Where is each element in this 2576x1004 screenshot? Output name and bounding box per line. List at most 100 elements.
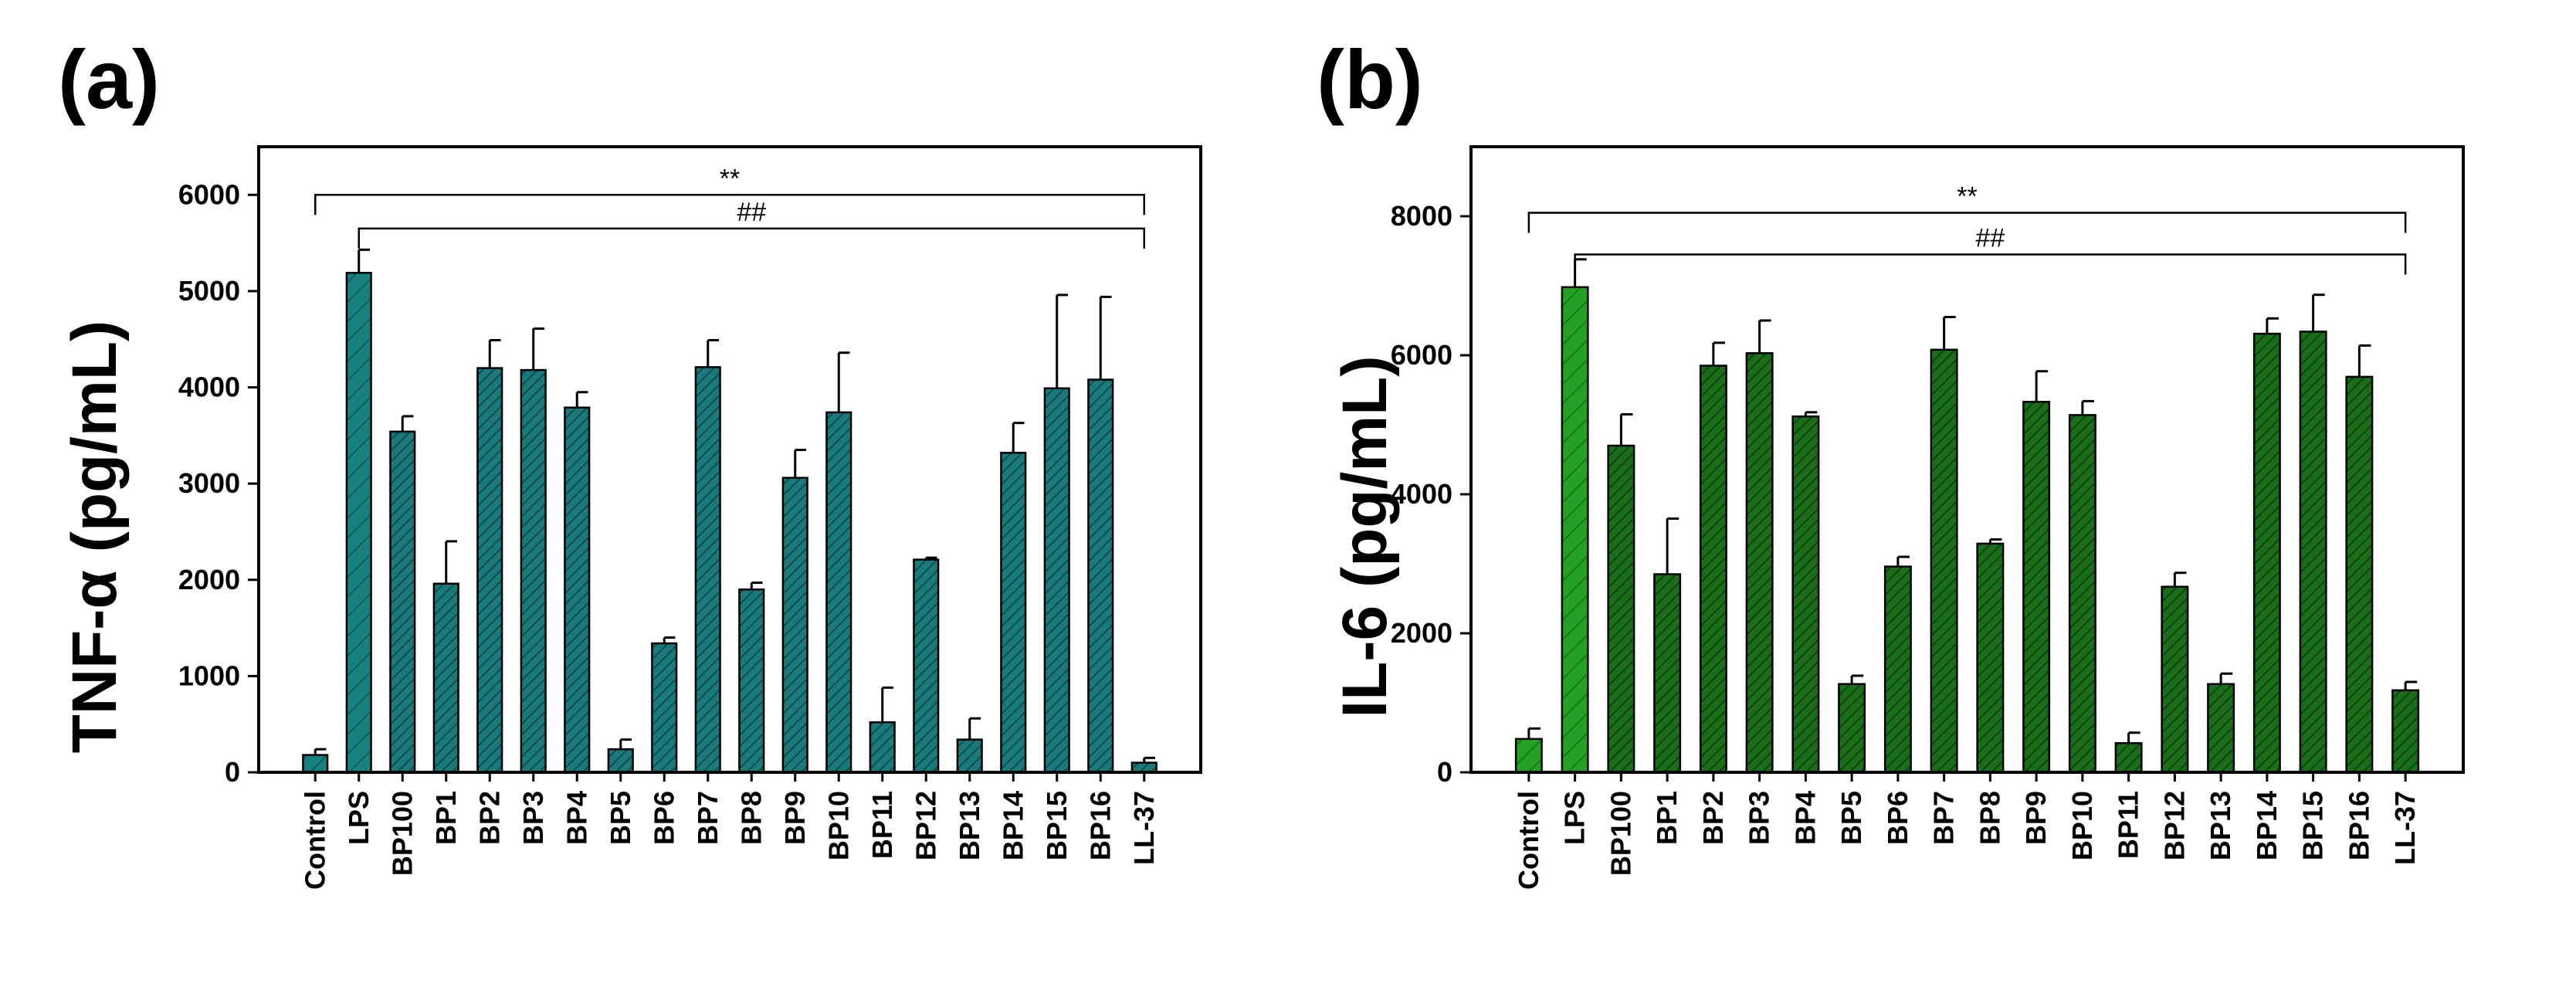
bar-bp16 — [1087, 378, 1114, 774]
bar-bp2 — [476, 367, 503, 774]
bar-bp8 — [738, 588, 765, 774]
bar-bp11 — [2114, 741, 2143, 774]
x-tick-label: BP13 — [2205, 791, 2236, 860]
x-tick-label: BP15 — [1041, 791, 1073, 860]
bar-bp9 — [2022, 401, 2051, 774]
y-tick-label: 4000 — [178, 371, 240, 403]
bar-bp2 — [1699, 365, 1727, 774]
x-tick-label: BP4 — [1789, 791, 1821, 845]
bar-bp16 — [2345, 375, 2374, 774]
bar-ll-37 — [2391, 689, 2420, 774]
y-tick-label: 6000 — [1391, 339, 1452, 371]
x-tick-label: BP11 — [866, 791, 898, 859]
bar-bp14 — [1000, 452, 1027, 774]
bar-bp11 — [869, 721, 896, 774]
x-tick-label: BP8 — [1974, 791, 2005, 845]
x-tick-label: BP6 — [1882, 791, 1913, 845]
bar-bp8 — [1976, 542, 2005, 774]
y-tick-label: 2000 — [1391, 617, 1452, 649]
bar-bp3 — [520, 368, 547, 774]
x-tick-label: BP13 — [954, 791, 985, 860]
x-tick-label: BP5 — [605, 791, 636, 845]
bar-bp1 — [432, 582, 459, 774]
x-tick-label: BP10 — [822, 791, 854, 860]
bar-bp7 — [1930, 348, 1958, 774]
x-tick-label: BP100 — [386, 791, 418, 876]
x-tick-label: BP6 — [648, 791, 680, 845]
chart-panel-a: (a) TNF-α (pg/mL) 0 1000 2000 3000 4000 5000 6… — [58, 32, 1202, 890]
x-tick-label: LPS — [343, 791, 375, 845]
x-tick-label: BP100 — [1605, 791, 1636, 876]
bars-a — [302, 248, 1158, 774]
bar-bp100 — [1607, 444, 1635, 774]
y-ticks-b: 0 2000 4000 6000 8000 — [1391, 200, 1471, 788]
y-axis-label-b: IL-6 (pg/mL) — [1330, 355, 1400, 717]
x-tick-label: BP8 — [735, 791, 767, 845]
bar-bp10 — [2068, 414, 2096, 774]
y-tick-label: 3000 — [178, 467, 240, 499]
chart-panel-b: (b) IL-6 (pg/mL) 0 2000 4000 6000 8000 Contr… — [1317, 32, 2465, 890]
bar-control — [1514, 738, 1543, 774]
significance-label: ** — [1957, 182, 1977, 212]
plot-frame-a — [257, 145, 1202, 774]
x-tick-label: BP9 — [779, 791, 811, 845]
x-tick-label: LL-37 — [2389, 791, 2421, 865]
bar-bp9 — [781, 477, 808, 774]
x-tick-label: Control — [1513, 791, 1544, 890]
y-tick-label: 1000 — [178, 660, 240, 691]
y-tick-label: 6000 — [178, 178, 240, 210]
x-tick-label: BP9 — [2020, 791, 2052, 845]
significance-brackets-a: ** ## — [314, 164, 1145, 249]
y-tick-label: 0 — [225, 756, 240, 788]
bar-bp5 — [607, 748, 634, 774]
y-tick-label: 5000 — [178, 275, 240, 307]
significance-brackets-b: ** ## — [1527, 182, 2407, 275]
y-tick-label: 4000 — [1391, 478, 1452, 510]
x-tick-labels-b: Control LPS BP100 BP1 BP2 BP3 BP4 BP5 BP6 BP7 BP8 B… — [1513, 772, 2421, 890]
bar-bp6 — [651, 642, 678, 774]
x-tick-label: BP7 — [1928, 791, 1960, 845]
bar-bp1 — [1653, 573, 1682, 774]
y-tick-label: 8000 — [1391, 200, 1452, 232]
x-tick-label: BP14 — [997, 791, 1029, 860]
x-tick-label: BP12 — [910, 791, 941, 860]
x-tick-label: BP12 — [2158, 791, 2190, 860]
significance-label: ** — [720, 164, 740, 193]
y-tick-label: 2000 — [178, 564, 240, 595]
y-axis-label-a: TNF-α (pg/mL) — [59, 321, 130, 753]
bar-bp4 — [1791, 415, 1820, 774]
x-tick-labels-a: Control LPS BP100 BP1 BP2 BP3 BP4 BP5 BP6 BP7 BP8 B… — [299, 772, 1160, 890]
bar-bp15 — [2299, 331, 2327, 774]
x-tick-label: BP3 — [517, 791, 549, 845]
plot-frame-b — [1469, 145, 2465, 774]
x-tick-label: BP16 — [2343, 791, 2374, 860]
x-tick-label: BP1 — [1651, 791, 1683, 845]
x-tick-label: LL-37 — [1128, 791, 1160, 865]
significance-bracket — [1574, 253, 2407, 275]
bar-bp5 — [1838, 683, 1866, 774]
x-tick-label: BP2 — [1697, 791, 1729, 845]
panel-label-a: (a) — [58, 32, 160, 126]
bar-bp13 — [2207, 683, 2235, 774]
x-tick-label: BP14 — [2251, 791, 2283, 860]
x-tick-label: BP4 — [561, 791, 592, 845]
bars-b — [1514, 258, 2420, 774]
x-tick-label: BP11 — [2113, 791, 2144, 859]
bar-bp4 — [564, 406, 591, 774]
x-tick-label: BP10 — [2066, 791, 2098, 860]
bar-bp15 — [1043, 387, 1070, 774]
significance-label: ## — [1975, 224, 2005, 253]
bar-bp100 — [389, 430, 416, 774]
significance-bracket — [358, 227, 1145, 249]
bar-lps — [1561, 286, 1589, 774]
bar-bp12 — [913, 558, 940, 774]
x-tick-label: LPS — [1559, 791, 1591, 845]
significance-label: ## — [737, 198, 766, 227]
bar-control — [302, 754, 329, 774]
panel-label-b: (b) — [1317, 32, 1423, 126]
y-ticks-a: 0 1000 2000 3000 4000 5000 6000 — [178, 178, 259, 788]
bar-bp10 — [825, 411, 852, 774]
bar-lps — [345, 271, 372, 774]
x-tick-label: BP16 — [1084, 791, 1116, 860]
